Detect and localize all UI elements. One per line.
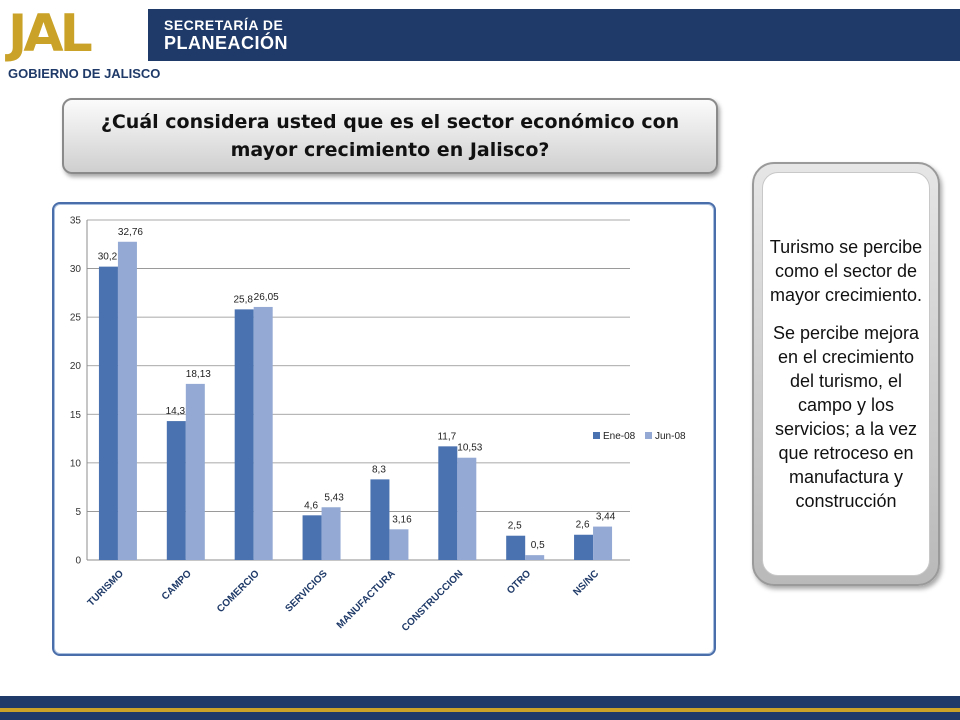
x-tick-label-7: NS/NC [571, 568, 601, 598]
bar-jun08-7 [593, 526, 613, 560]
jalisco-logo: JAL GOBIERNO DE JALISCO [6, 4, 160, 81]
chart-frame: 0 5 10 15 20 25 30 35 30,2 32,76 TURISMO 14,3 18,13 C… [52, 202, 716, 656]
data-label-jun08-3: 5,43 [324, 492, 344, 503]
data-label-jun08-6: 0,5 [531, 540, 545, 551]
notes-panel: Turismo se percibe como el sector de may… [752, 162, 940, 586]
x-tick-label-0: TURISMO [86, 568, 127, 609]
x-tick-label-4: MANUFACTURA [335, 568, 398, 631]
data-label-jun08-1: 18,13 [186, 369, 211, 380]
data-label-jun08-5: 10,53 [457, 443, 482, 454]
bar-jun08-2 [253, 306, 273, 560]
legend-swatch-1 [645, 432, 652, 439]
y-tick-label-3: 15 [70, 410, 82, 421]
bar-chart: 0 5 10 15 20 25 30 35 30,2 32,76 TURISMO 14,3 18,13 C… [70, 216, 686, 634]
notes-content: Turismo se percibe como el sector de may… [762, 172, 930, 576]
logo-caption: GOBIERNO DE JALISCO [8, 66, 161, 81]
x-tick-label-1: CAMPO [160, 568, 194, 602]
y-tick-label-7: 35 [70, 216, 82, 227]
footer-stripe [0, 708, 960, 712]
bar-ene08-6 [506, 535, 526, 560]
bar-jun08-4 [389, 529, 409, 560]
legend-label-0: Ene-08 [603, 431, 636, 442]
bar-jun08-6 [525, 555, 545, 560]
question-text: ¿Cuál considera usted que es el sector e… [100, 111, 680, 161]
bar-ene08-0 [98, 266, 118, 560]
department-line2: PLANEACIÓN [164, 33, 289, 53]
y-tick-label-4: 20 [70, 361, 82, 372]
bar-ene08-1 [166, 421, 186, 560]
data-label-jun08-2: 26,05 [254, 292, 279, 303]
x-tick-label-2: COMERCIO [215, 568, 262, 615]
bar-ene08-7 [574, 534, 594, 560]
bar-ene08-2 [234, 309, 254, 560]
bar-jun08-5 [457, 457, 477, 560]
data-label-ene08-6: 2,5 [508, 521, 522, 532]
bar-ene08-5 [438, 446, 458, 560]
data-label-ene08-4: 8,3 [372, 464, 386, 475]
data-label-ene08-1: 14,3 [166, 406, 186, 417]
y-tick-label-0: 0 [75, 556, 81, 567]
bar-jun08-0 [117, 241, 137, 560]
y-tick-label-5: 25 [70, 313, 82, 324]
data-label-ene08-0: 30,2 [98, 252, 118, 263]
data-label-ene08-2: 25,8 [233, 294, 253, 305]
y-tick-label-1: 5 [75, 507, 81, 518]
data-label-jun08-4: 3,16 [392, 514, 412, 525]
data-label-ene08-3: 4,6 [304, 500, 318, 511]
note-text-2: Se percibe mejora en el crecimiento del … [772, 323, 920, 511]
logo-mark: JAL [8, 4, 93, 64]
header-band [148, 9, 960, 61]
bar-jun08-3 [321, 507, 341, 560]
department-line1: SECRETARÍA DE [164, 17, 284, 33]
x-tick-label-6: OTRO [505, 568, 533, 596]
department-name: SECRETARÍA DE PLANEACIÓN [164, 16, 288, 52]
data-label-ene08-5: 11,7 [437, 431, 456, 442]
bar-ene08-4 [370, 479, 390, 560]
data-label-jun08-0: 32,76 [118, 227, 143, 238]
data-label-ene08-7: 2,6 [576, 520, 590, 531]
x-tick-label-5: CONSTRUCCION [400, 568, 466, 634]
legend-swatch-0 [593, 432, 600, 439]
y-tick-label-6: 30 [70, 264, 82, 275]
bar-jun08-1 [185, 383, 205, 560]
legend-label-1: Jun-08 [655, 431, 686, 442]
y-tick-label-2: 10 [70, 458, 82, 469]
question-banner: ¿Cuál considera usted que es el sector e… [62, 98, 718, 174]
data-label-jun08-7: 3,44 [596, 512, 616, 523]
note-text-1: Turismo se percibe como el sector de may… [769, 237, 923, 305]
bar-ene08-3 [302, 515, 322, 560]
x-tick-label-3: SERVICIOS [284, 568, 330, 614]
